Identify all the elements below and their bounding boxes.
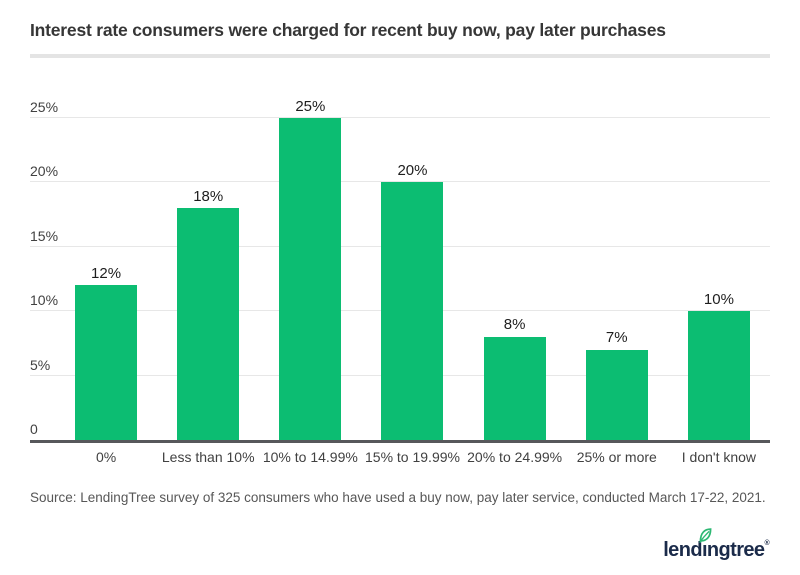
bar — [177, 208, 240, 440]
bar-value-label: 25% — [295, 97, 326, 115]
bar-column: 18% — [157, 187, 259, 440]
plot-area: 25% 20% 15% 10% 5% 0 12% 18% 25% 20% 8% 7% 10% — [30, 98, 770, 440]
bar-column: 10% — [668, 290, 770, 440]
x-axis-label: 25% or more — [576, 449, 657, 465]
x-axis-label: 0% — [95, 449, 117, 465]
leaf-icon — [699, 528, 712, 543]
x-axis-line — [30, 440, 770, 443]
bar-column: 7% — [566, 330, 668, 440]
bar-column: 20% — [361, 161, 463, 440]
bar — [75, 285, 138, 440]
logo-text-ngtree: ngtree — [706, 539, 765, 561]
x-axis-label: 10% to 14.99% — [262, 449, 358, 465]
bar — [483, 336, 546, 440]
bar — [381, 182, 444, 440]
y-axis-tick: 15% — [30, 227, 59, 244]
bar-value-label: 7% — [605, 329, 628, 347]
y-axis-tick: 0 — [30, 421, 38, 437]
gridline — [30, 117, 770, 118]
bar-column: 8% — [464, 317, 566, 440]
bar-value-label: 8% — [503, 316, 526, 334]
y-axis-tick: 20% — [30, 163, 59, 180]
y-axis-tick: 25% — [30, 99, 59, 115]
logo-letter-i: ı — [699, 528, 712, 560]
bar-column: 12% — [55, 264, 157, 440]
bar — [279, 118, 342, 440]
y-axis-tick: 10% — [30, 292, 59, 309]
registered-mark: ® — [764, 540, 769, 547]
title-divider — [30, 54, 770, 58]
bar — [585, 349, 648, 440]
gridline — [30, 181, 770, 183]
bar-value-label: 18% — [193, 187, 224, 205]
x-axis-label: I don't know — [681, 449, 757, 465]
x-axis-label: 20% to 24.99% — [467, 449, 563, 465]
logo-text-lend: lend — [663, 539, 702, 561]
bar-column: 25% — [259, 97, 361, 440]
bar — [687, 311, 750, 440]
source-note: Source: LendingTree survey of 325 consum… — [30, 490, 766, 505]
x-axis-labels: 0% Less than 10% 10% to 14.99% 15% to 19.99… — [55, 449, 770, 465]
chart-title: Interest rate consumers were charged for… — [30, 20, 666, 40]
bar-value-label: 20% — [397, 161, 428, 179]
bar-value-label: 12% — [91, 264, 122, 282]
lendingtree-logo: lendı ngtree® — [663, 528, 770, 561]
y-axis-tick: 5% — [30, 356, 51, 373]
x-axis-label: Less than 10% — [161, 449, 255, 465]
bar-value-label: 10% — [703, 290, 734, 308]
bars: 12% 18% 25% 20% 8% 7% 10% — [55, 98, 770, 440]
x-axis-label: 15% to 19.99% — [365, 449, 460, 465]
